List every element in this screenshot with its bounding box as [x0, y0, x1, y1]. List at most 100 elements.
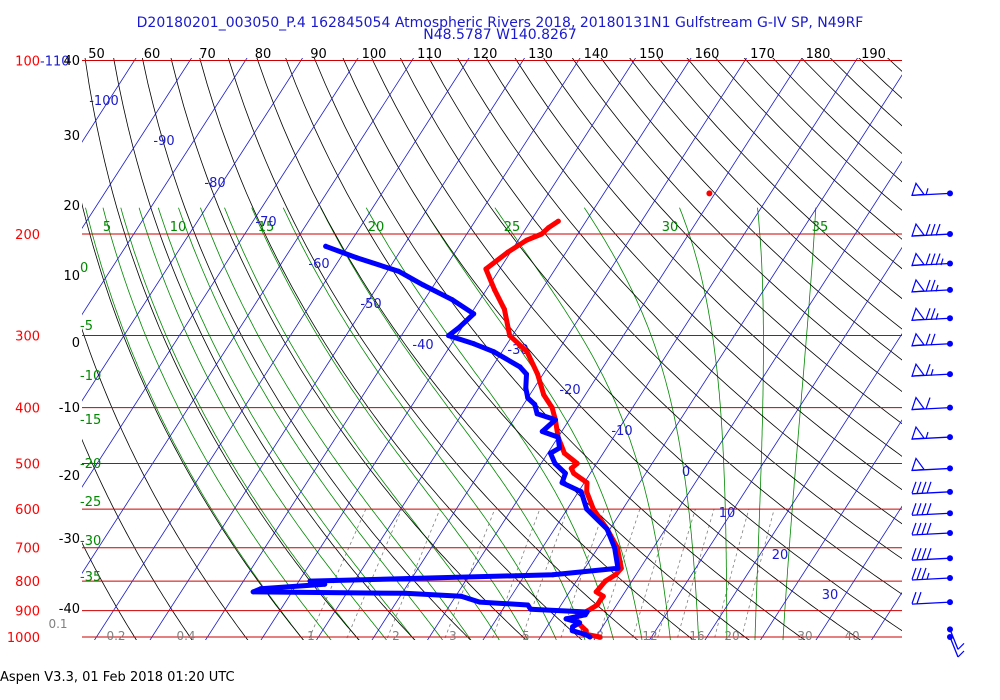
top-axis-tick-label: 120 [473, 47, 498, 62]
wind-barb-flag [911, 591, 917, 604]
temperature-profile-point [574, 461, 580, 466]
dewpoint-profile-point [557, 445, 562, 451]
temperature-profile-point [590, 506, 596, 512]
dewpoint-profile-point [582, 632, 588, 637]
isotherm-line [593, 160, 902, 640]
temperature-profile-point [541, 392, 547, 398]
moist-adiabat-label: 35 [812, 220, 829, 235]
isotherm-label: -60 [308, 257, 329, 272]
wind-barb-flag [916, 548, 922, 560]
isotherm-label: -10 [611, 424, 632, 439]
top-axis-tick-label: 90 [310, 47, 327, 62]
dewpoint-profile-point [532, 401, 538, 407]
mixing-ratio-line [386, 508, 441, 640]
isotherm-label: -80 [204, 176, 225, 191]
wind-barb [911, 182, 953, 197]
dry-adiabat-label: 20 [63, 199, 80, 214]
mixing-ratio-line [656, 508, 696, 640]
wind-barb-flag [925, 397, 931, 410]
mixing-ratio-line [345, 508, 403, 640]
wind-barb-flag [916, 591, 922, 604]
moist-adiabat-line [494, 207, 671, 640]
dewpoint-profile-point [584, 506, 590, 512]
temperature-profile-point [505, 249, 511, 255]
mixing-ratio-line [443, 508, 496, 640]
wind-barb-shaft [911, 512, 951, 516]
dry-adiabat-line [82, 541, 137, 640]
wind-barb-pennant [911, 306, 926, 321]
mixing-ratio-line [559, 508, 605, 640]
mixing-ratio-line [740, 508, 775, 640]
moist-adiabat-line [120, 207, 360, 640]
wind-barb-flag [930, 279, 936, 292]
isotherm-label: -70 [255, 215, 276, 230]
dry-adiabat-line [947, 34, 1000, 649]
wind-barb-flag [930, 253, 936, 266]
dry-adiabat-line [829, 58, 902, 127]
mixing-ratio-line [520, 508, 568, 640]
dry-adiabat-line [887, 58, 902, 72]
moist-adiabat-label: 30 [662, 220, 679, 235]
dry-adiabat-line [715, 58, 902, 240]
mixing-ratio-line [676, 508, 715, 640]
dry-adiabat-label: 10 [63, 269, 80, 284]
isotherm-label: -100 [89, 94, 119, 109]
temperature-profile-point [584, 489, 590, 495]
moist-adiabat-label: 10 [170, 220, 187, 235]
dry-adiabat-line [82, 328, 249, 640]
wind-barb [911, 306, 953, 322]
dry-adiabat-line [571, 58, 902, 392]
dry-adiabat-line [371, 58, 902, 632]
sounding-profiles [250, 190, 713, 640]
isotherm-line [82, 58, 415, 574]
temperature-profile-point [535, 371, 541, 377]
dry-adiabat-line [84, 58, 360, 640]
moist-adiabat-lines [85, 207, 817, 640]
dewpoint-profile-point [559, 480, 565, 486]
pressure-tick-label: 300 [15, 330, 40, 345]
wind-barb-pennant [911, 222, 926, 237]
temperature-profile-point [546, 225, 551, 231]
moist-adiabat-label: 15 [258, 220, 275, 235]
moist-adiabat-label: 5 [103, 220, 111, 235]
moist-adiabat-left-label: -5 [80, 319, 93, 334]
moist-adiabat-left-label: -10 [80, 369, 101, 384]
mixing-ratio-label: 0.1 [48, 617, 67, 631]
isobar-lines [82, 60, 902, 638]
wind-barb-flag [926, 481, 932, 494]
software-footer: Aspen V3.3, 01 Feb 2018 01:20 UTC [0, 670, 235, 685]
dewpoint-profile-point [552, 417, 558, 423]
dewpoint-profile-point [258, 586, 264, 592]
wind-barb [911, 503, 953, 517]
dry-adiabat-line [141, 58, 472, 640]
mixing-ratio-lines [308, 508, 775, 640]
top-axis-tick-label: 180 [806, 47, 831, 62]
dewpoint-profile-point [569, 628, 575, 634]
dry-adiabat-lines [82, 34, 1000, 649]
dewpoint-profile-point [615, 565, 621, 571]
wind-barb-shaft [911, 491, 951, 495]
dry-adiabat-line [629, 58, 902, 330]
mixing-ratio-label: 12 [642, 629, 657, 643]
isotherm-line [815, 505, 902, 640]
dry-adiabat-line [170, 58, 527, 640]
isotherm-line [82, 58, 359, 488]
mixing-ratio-label: 20 [724, 629, 739, 643]
wind-barb-flag [911, 548, 917, 560]
wind-barb-flag [930, 333, 936, 346]
isotherm-line [82, 58, 193, 229]
temperature-profile-point [597, 584, 603, 590]
dewpoint-profile-point [446, 333, 452, 339]
dewpoint-profile-point [548, 450, 553, 456]
mixing-ratio-label: 2 [392, 629, 400, 643]
moist-adiabat-line [583, 207, 700, 640]
top-axis-tick-label: 60 [144, 47, 161, 62]
isotherm-label: -40 [412, 338, 433, 353]
wind-barb-halfflag [925, 188, 929, 196]
wind-barb-pennant [911, 457, 926, 472]
pressure-tick-label: 1000 [7, 631, 40, 646]
dewpoint-profile-point [457, 324, 463, 330]
isotherm-line [760, 419, 902, 640]
isotherm-label: 30 [822, 588, 839, 603]
